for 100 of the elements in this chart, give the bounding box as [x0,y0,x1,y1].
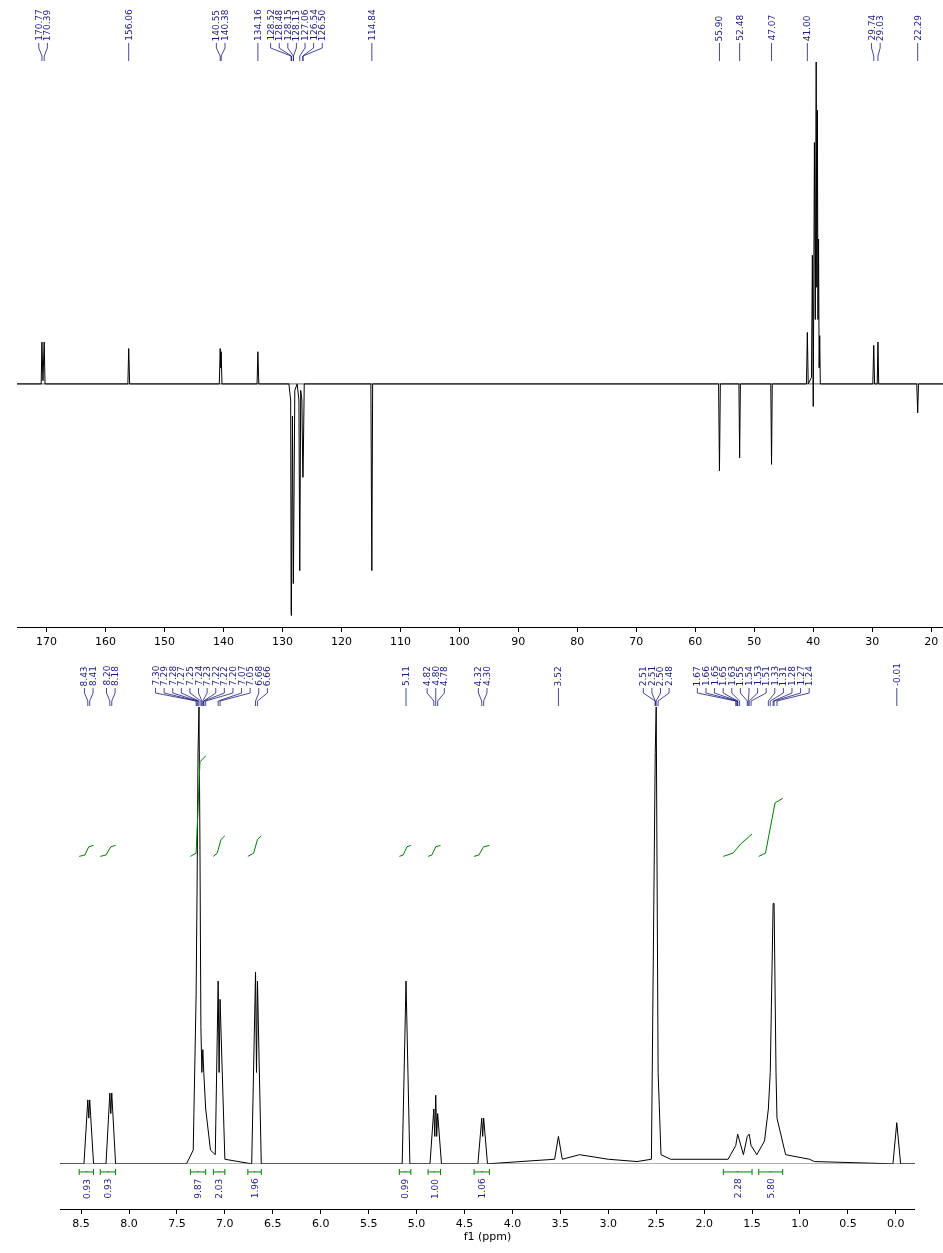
x-tick-label: 5.5 [359,1217,378,1231]
annotation: 1.53 [752,665,763,686]
text: 0.93 [103,1178,114,1199]
annotation: 8.43 [79,666,90,687]
annotation: 55.90 [714,15,725,42]
annotation: 4.32 [473,666,484,687]
x-tick-label: 110 [389,635,411,649]
x-tick-label: 4.0 [503,1217,522,1231]
annotation: 126.50 [317,9,328,42]
annotation: 8.41 [88,666,99,687]
x-tick-label: 1.0 [791,1217,809,1231]
x-tick-label: 130 [271,635,293,649]
annotation: 1.63 [726,665,737,686]
annotation: 140.38 [219,9,230,41]
annotation: 6.66 [262,666,273,687]
x-tick-label: 40 [806,635,821,649]
annotation: 8.20 [101,665,112,686]
annotation: 128.48 [274,9,285,42]
x-tick-label: 80 [570,635,585,649]
annotation: 170.77 [33,9,44,41]
annotation: 29.03 [875,15,886,42]
annotation: 2.48 [664,665,675,687]
annotation: 4.80 [430,665,441,686]
x-tick-label: 7.0 [216,1217,234,1231]
annotation: 7.22 [210,665,221,686]
text: 2.28 [733,1178,743,1199]
text: 0.99 [400,1178,411,1199]
annotation: 7.07 [236,665,247,686]
annotation: 1.54 [743,665,754,686]
x-tick-label: 8.0 [120,1217,138,1231]
x-axis-title: f1 (ppm) [463,1230,512,1244]
annotation: 47.07 [766,14,777,41]
text: 9.87 [193,1178,204,1199]
annotation: -0.01 [892,662,903,687]
annotation: 127.06 [300,9,311,42]
x-tick-label: 20 [924,635,939,649]
x-tick-label: 7.5 [168,1217,186,1231]
x-tick-label: 160 [94,635,116,649]
x-tick-label: 2.0 [695,1217,713,1231]
annotation: 22.29 [912,14,923,41]
annotation: 41.00 [802,15,813,42]
x-tick-label: 60 [688,635,703,649]
x-tick-label: 4.5 [455,1217,474,1231]
annotation: 134.16 [252,9,263,41]
annotation: 114.84 [366,9,377,41]
annotation: 7.23 [202,666,213,687]
text: 1.96 [249,1177,260,1199]
annotation: 128.13 [291,9,302,42]
annotation: 1.31 [778,666,789,687]
annotation: 2.51 [646,665,657,686]
annotation: 3.52 [553,666,564,687]
annotation: 8.18 [110,665,121,687]
annotation: 1.33 [769,665,780,686]
annotation: 29.74 [866,14,877,41]
text: 1.06 [477,1178,488,1199]
x-tick-label: 1.5 [743,1217,761,1231]
x-tick-label: 150 [153,635,175,649]
annotation: 156.06 [123,8,134,41]
annotation: 1.66 [700,665,711,686]
x-tick-label: 6.5 [264,1217,282,1231]
annotation: 128.52 [265,9,276,41]
annotation: 1.24 [804,665,815,687]
x-tick-label: 70 [629,635,644,649]
annotation: 7.25 [184,665,195,686]
annotation: 126.54 [308,8,319,41]
x-tick-label: 5.0 [407,1217,426,1231]
annotation: 1.67 [692,666,703,687]
annotation: 7.28 [167,665,178,686]
annotation: 1.55 [735,666,746,687]
annotation: 170.39 [42,9,53,42]
annotation: 1.27 [795,665,806,686]
annotation: 7.24 [193,665,204,686]
x-tick-label: 0.5 [839,1217,857,1231]
text: 5.80 [766,1178,777,1199]
annotation: 4.30 [482,665,493,687]
x-tick-label: 3.0 [599,1217,618,1231]
x-tick-label: 50 [747,635,762,649]
annotation: 2.51 [638,666,649,687]
x-tick-label: 3.5 [551,1217,570,1231]
annotation: 7.29 [159,665,170,687]
annotation: 4.78 [439,666,450,687]
annotation: 1.65 [709,665,720,686]
annotation: 1.65 [718,666,729,687]
annotation: 5.11 [401,665,412,687]
annotation: 6.68 [253,665,264,686]
annotation: 7.05 [245,666,256,687]
annotation: 7.20 [227,665,238,686]
x-tick-label: 6.0 [311,1217,330,1231]
x-tick-label: 120 [330,635,352,649]
x-tick-label: 2.5 [647,1217,665,1231]
x-tick-label: 0.0 [887,1217,905,1231]
text: 2.03 [214,1178,225,1199]
annotation: 7.27 [176,666,187,687]
annotation: 4.82 [422,666,433,687]
annotation: 128.15 [282,9,293,41]
x-tick-label: 90 [511,635,526,649]
text: 0.93 [81,1178,92,1200]
x-tick-label: 30 [865,635,880,649]
annotation: 7.22 [219,666,230,687]
annotation: 140.55 [211,9,222,42]
